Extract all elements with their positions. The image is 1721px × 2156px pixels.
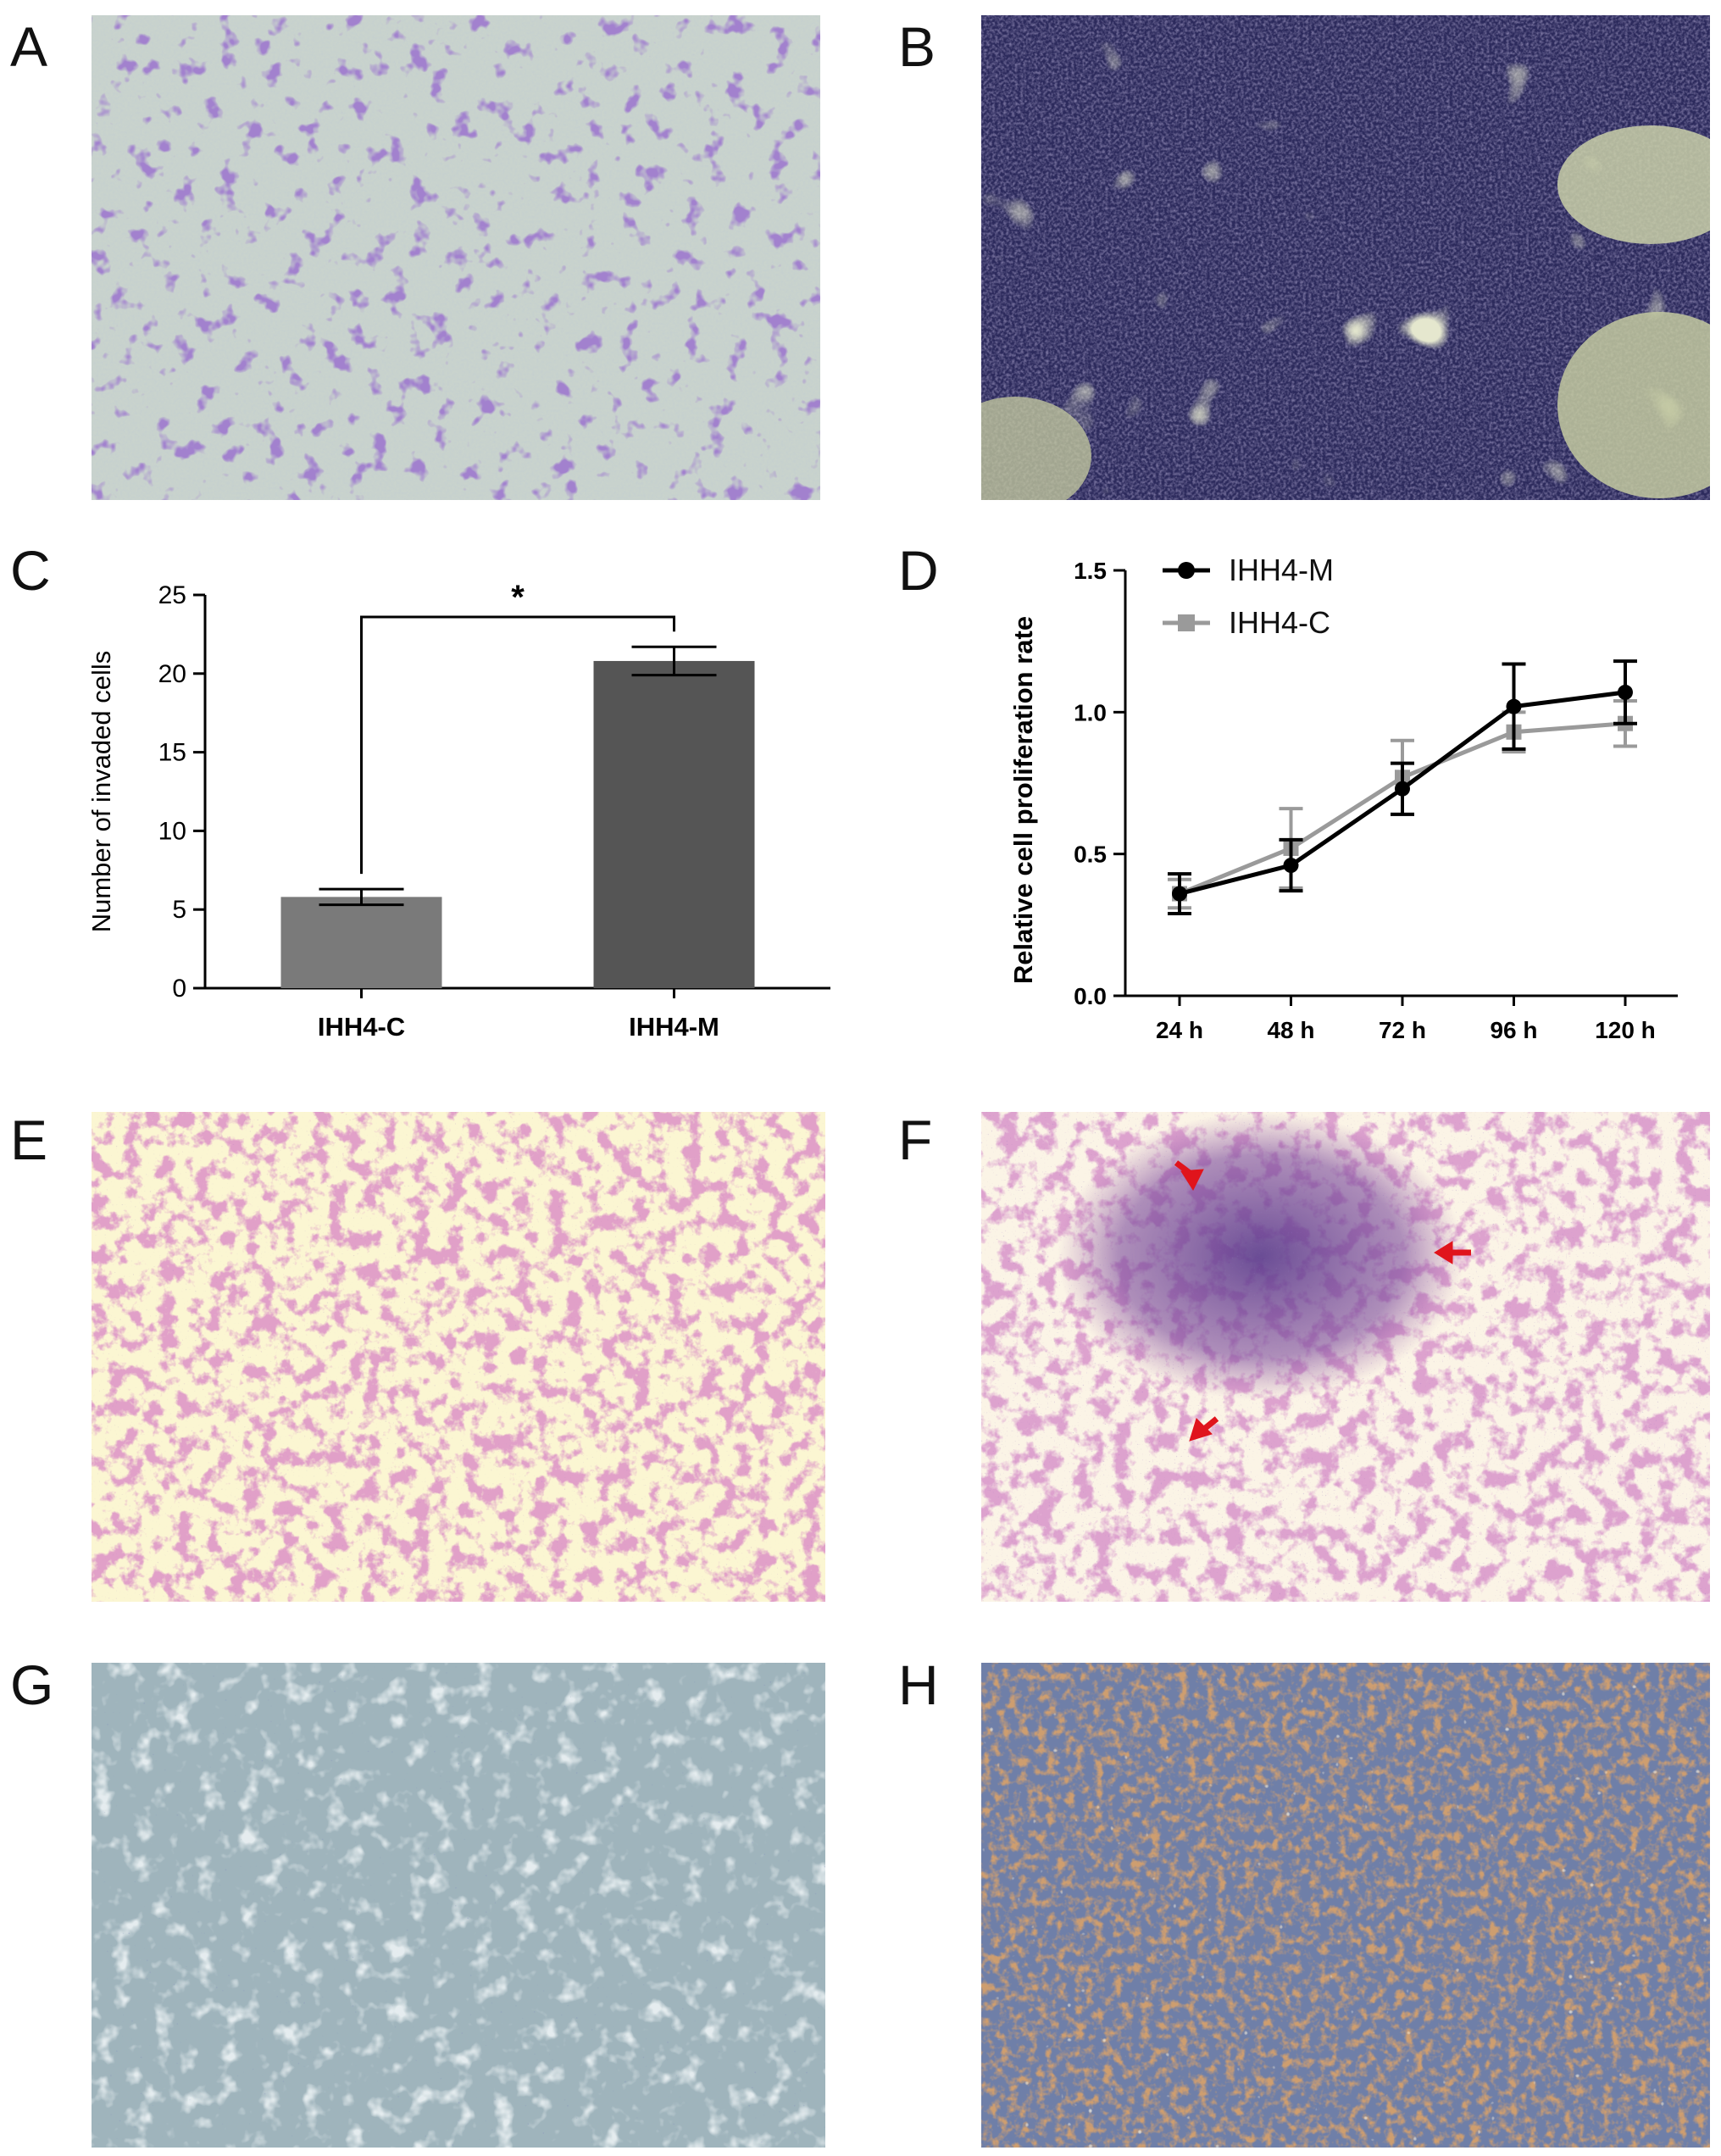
data-point bbox=[1395, 781, 1410, 797]
line-chart-svg: 0.0 0.5 1.0 1.5 Relative cell proliferation … bbox=[1008, 553, 1678, 1043]
panel-letter-d: D bbox=[898, 539, 939, 602]
data-point bbox=[1618, 684, 1633, 700]
y-tick-label: 20 bbox=[158, 660, 186, 688]
micrograph-e-lung-he-control bbox=[92, 1112, 825, 1602]
data-point bbox=[1172, 886, 1187, 902]
panel-letter-c: C bbox=[10, 539, 51, 602]
red-arrow-icon bbox=[1174, 1160, 1204, 1192]
chart-d-proliferation: 0.0 0.5 1.0 1.5 Relative cell proliferation … bbox=[974, 547, 1703, 1055]
x-tick-label: 48 h bbox=[1267, 1017, 1314, 1043]
red-arrow-icon bbox=[1434, 1241, 1471, 1264]
chart-c-invaded-cells: 0 5 10 15 20 25 Number of invaded cells IHH4-C I… bbox=[76, 551, 856, 1059]
x-tick-label: 72 h bbox=[1379, 1017, 1426, 1043]
legend-label: IHH4-M bbox=[1229, 553, 1334, 587]
y-tick-label: 1.0 bbox=[1074, 699, 1107, 725]
legend-marker bbox=[1178, 614, 1195, 631]
bar-ihh4-m bbox=[593, 660, 755, 988]
y-tick-label: 10 bbox=[158, 817, 186, 845]
y-tick-label: 0.0 bbox=[1074, 983, 1107, 1009]
significance-bracket bbox=[360, 615, 675, 875]
x-tick-label: 96 h bbox=[1490, 1017, 1537, 1043]
x-tick-label: 120 h bbox=[1595, 1017, 1656, 1043]
y-tick-label: 0 bbox=[172, 975, 186, 1003]
x-tick-label: 24 h bbox=[1156, 1017, 1203, 1043]
y-tick-label: 15 bbox=[158, 739, 186, 767]
data-point bbox=[1506, 698, 1522, 714]
y-tick-label: 1.5 bbox=[1074, 558, 1107, 584]
micrograph-a-transwell-ihh4-c bbox=[92, 15, 820, 500]
panel-letter-a: A bbox=[10, 15, 48, 78]
bar-ihh4-c bbox=[280, 897, 442, 988]
y-tick-label: 0.5 bbox=[1074, 842, 1107, 868]
x-tick-label: IHH4-C bbox=[318, 1012, 405, 1042]
legend-label: IHH4-C bbox=[1229, 605, 1330, 640]
y-axis-title: Number of invaded cells bbox=[86, 651, 116, 933]
red-arrow-icon bbox=[1189, 1416, 1219, 1442]
micrograph-f-lung-he-metastasis bbox=[981, 1112, 1710, 1602]
micrograph-h-ihc-positive bbox=[981, 1663, 1710, 2148]
panel-letter-f: F bbox=[898, 1109, 933, 1171]
x-tick-label: IHH4-M bbox=[629, 1012, 719, 1042]
y-tick-label: 5 bbox=[172, 896, 186, 924]
panel-letter-e: E bbox=[10, 1109, 48, 1171]
y-tick-label: 25 bbox=[158, 581, 186, 609]
series-ihh4-m bbox=[1168, 659, 1637, 915]
bar-chart-svg: 0 5 10 15 20 25 Number of invaded cells IHH4-C I… bbox=[86, 579, 830, 1042]
panel-letter-h: H bbox=[898, 1653, 939, 1716]
micrograph-g-ihc-negative bbox=[92, 1663, 825, 2148]
micrograph-b-transwell-ihh4-m bbox=[981, 15, 1710, 500]
panel-letter-b: B bbox=[898, 15, 936, 78]
legend-marker bbox=[1178, 562, 1195, 579]
significance-marker: * bbox=[511, 579, 525, 616]
y-axis-title: Relative cell proliferation rate bbox=[1008, 616, 1038, 984]
panel-letter-g: G bbox=[10, 1653, 54, 1716]
data-point bbox=[1283, 858, 1299, 874]
